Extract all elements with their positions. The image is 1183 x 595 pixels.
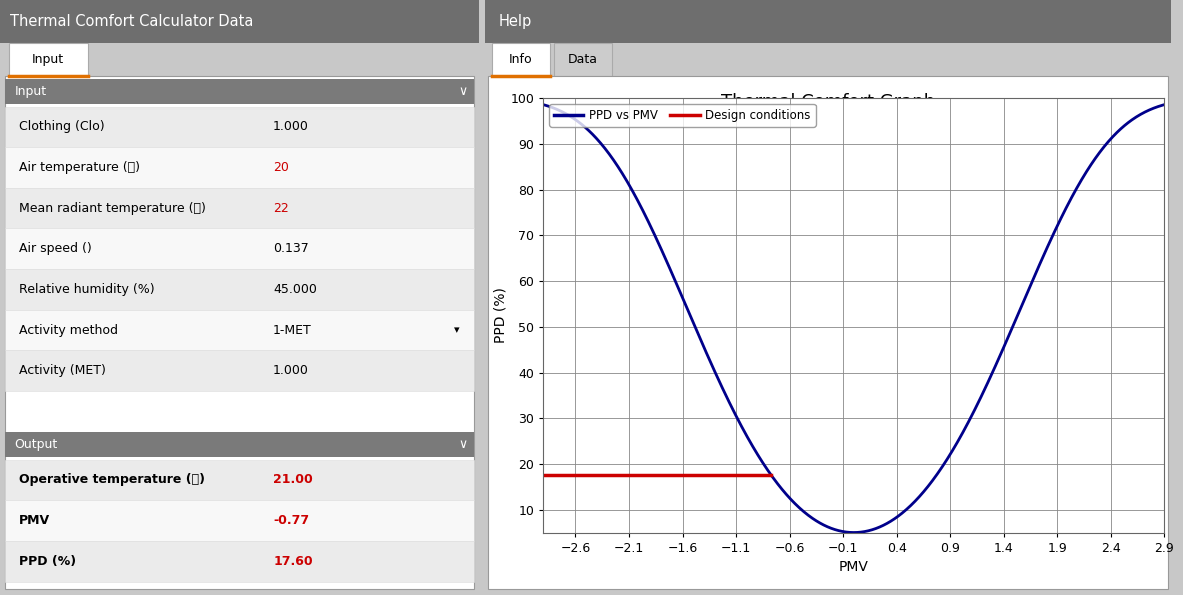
Text: Input: Input [32,53,64,65]
Text: Activity (MET): Activity (MET) [19,364,106,377]
Text: Mean radiant temperature (豉): Mean radiant temperature (豉) [19,202,206,215]
Bar [5,269,474,310]
Text: 22: 22 [273,202,289,215]
Text: 20: 20 [273,161,289,174]
Bar [5,500,474,541]
Bar [5,310,474,350]
Text: Help: Help [499,14,532,29]
Bar [0,0,479,43]
Bar [5,107,474,147]
Text: 45.000: 45.000 [273,283,317,296]
Text: Air speed (): Air speed () [19,242,92,255]
Text: Relative humidity (%): Relative humidity (%) [19,283,155,296]
Bar [5,228,474,269]
Bar [492,43,550,76]
Text: Data: Data [568,53,597,65]
Text: ▾: ▾ [454,325,460,335]
Text: Output: Output [14,438,58,450]
Bar [5,188,474,228]
Bar [5,431,474,456]
Text: PMV: PMV [19,514,51,527]
Text: -0.77: -0.77 [273,514,309,527]
Bar [5,76,474,589]
Text: Thermal Comfort Calculator Data: Thermal Comfort Calculator Data [9,14,253,29]
Text: 0.137: 0.137 [273,242,309,255]
Bar [5,459,474,500]
Text: Input: Input [14,84,46,98]
Text: 1.000: 1.000 [273,364,309,377]
Bar [489,76,1168,589]
Text: Operative temperature (豉): Operative temperature (豉) [19,474,205,487]
Text: Activity method: Activity method [19,324,118,337]
Text: Clothing (Clo): Clothing (Clo) [19,120,105,133]
Text: 17.60: 17.60 [273,555,312,568]
Bar [5,79,474,104]
Text: 1.000: 1.000 [273,120,309,133]
Text: Info: Info [509,53,532,65]
Bar [5,350,474,391]
Bar [554,43,612,76]
Bar [5,147,474,188]
Bar [485,0,1171,43]
Text: ∨: ∨ [458,438,467,450]
Bar [8,43,88,76]
Text: 21.00: 21.00 [273,474,312,487]
Text: Air temperature (豉): Air temperature (豉) [19,161,140,174]
Bar [5,541,474,581]
Text: Thermal Comfort Graph: Thermal Comfort Graph [720,93,936,111]
Text: 1-MET: 1-MET [273,324,312,337]
Text: PPD (%): PPD (%) [19,555,76,568]
Text: ∨: ∨ [458,84,467,98]
